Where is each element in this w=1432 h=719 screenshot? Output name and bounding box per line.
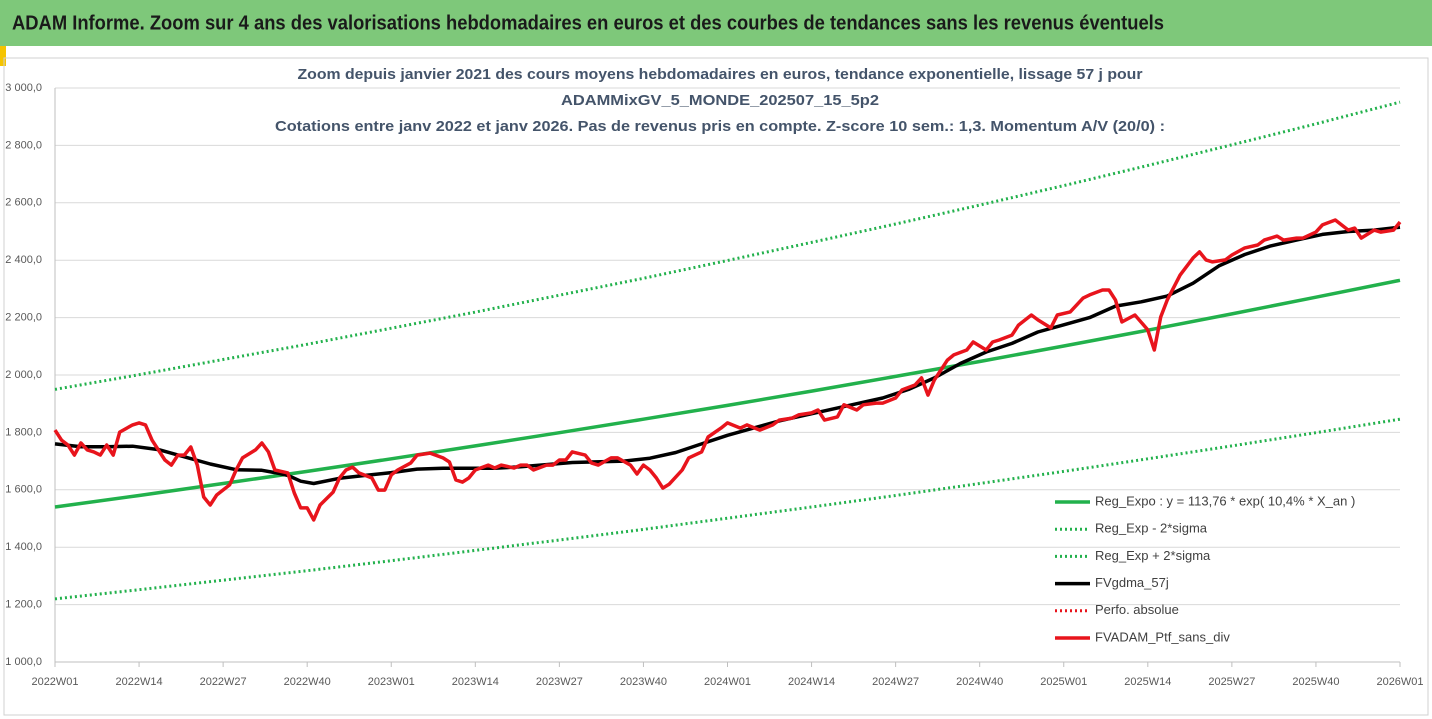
series-line — [54, 417, 1401, 601]
legend-label: Reg_Exp - 2*sigma — [1095, 521, 1208, 536]
y-tick-label: 1 800,0 — [5, 426, 42, 438]
series-line — [53, 218, 1402, 522]
series-line — [54, 278, 1401, 509]
chart-title: Cotations entre janv 2022 et janv 2026. … — [275, 118, 1165, 135]
legend-label: Reg_Expo : y = 113,76 * exp( 10,4% * X_a… — [1095, 493, 1355, 508]
y-tick-label: 2 400,0 — [5, 254, 42, 266]
x-tick-label: 2025W40 — [1292, 676, 1339, 688]
x-tick-label: 2023W14 — [452, 676, 499, 688]
x-tick-label: 2023W40 — [620, 676, 667, 688]
chart-frame — [3, 57, 1429, 716]
series-line — [54, 225, 1401, 486]
x-tick-label: 2024W40 — [956, 676, 1003, 688]
chart-title: ADAMMixGV_5_MONDE_202507_15_5p2 — [561, 92, 879, 109]
x-tick-label: 2022W01 — [31, 676, 78, 688]
y-tick-label: 2 200,0 — [5, 312, 42, 324]
x-tick-label: 2022W27 — [200, 676, 247, 688]
y-tick-label: 1 400,0 — [5, 541, 42, 553]
y-tick-label: 2 000,0 — [5, 369, 42, 381]
x-tick-label: 2024W14 — [788, 676, 835, 688]
y-tick-label: 3 000,0 — [5, 82, 42, 94]
x-tick-label: 2025W01 — [1040, 676, 1087, 688]
x-tick-label: 2024W01 — [704, 676, 751, 688]
x-tick-label: 2022W40 — [284, 676, 331, 688]
y-tick-label: 1 000,0 — [5, 656, 42, 668]
legend-label: FVADAM_Ptf_sans_div — [1095, 629, 1230, 644]
legend-label: FVgdma_57j — [1095, 575, 1169, 590]
x-tick-label: 2025W27 — [1208, 676, 1255, 688]
header-bar — [0, 0, 1432, 46]
header-title: ADAM Informe. Zoom sur 4 ans des valoris… — [12, 12, 1164, 34]
x-tick-label: 2023W01 — [368, 676, 415, 688]
accent — [0, 46, 6, 66]
y-tick-label: 1 200,0 — [5, 599, 42, 611]
x-tick-label: 2026W01 — [1376, 676, 1423, 688]
y-tick-label: 1 600,0 — [5, 484, 42, 496]
y-tick-label: 2 800,0 — [5, 139, 42, 151]
x-tick-label: 2024W27 — [872, 676, 919, 688]
x-tick-label: 2022W14 — [116, 676, 163, 688]
legend-label: Reg_Exp + 2*sigma — [1095, 548, 1211, 563]
y-tick-label: 2 600,0 — [5, 197, 42, 209]
legend-label: Perfo. absolue — [1095, 602, 1179, 617]
chart-title: Zoom depuis janvier 2021 des cours moyen… — [298, 66, 1143, 83]
x-tick-label: 2025W14 — [1124, 676, 1171, 688]
x-tick-label: 2023W27 — [536, 676, 583, 688]
